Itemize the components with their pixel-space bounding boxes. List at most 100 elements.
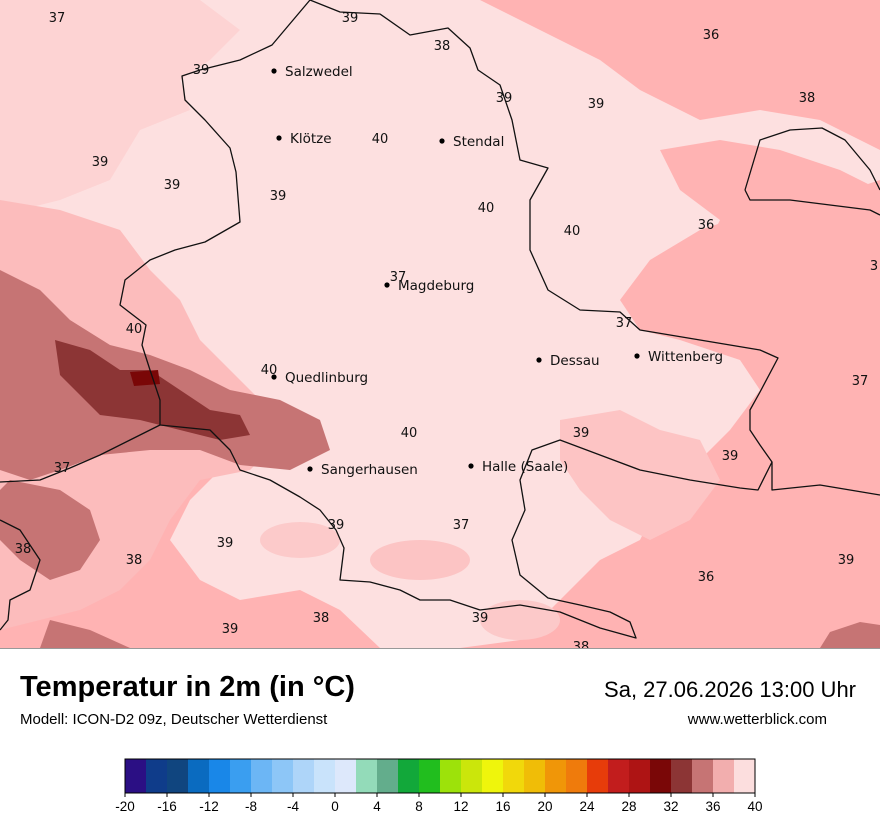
color-legend-cell <box>293 759 315 793</box>
color-legend-cell <box>398 759 420 793</box>
city-marker-icon <box>384 282 390 288</box>
temperature-value-label: 39 <box>270 189 287 204</box>
temperature-value-label: 40 <box>564 224 581 239</box>
temperature-value-label: 40 <box>126 322 143 337</box>
temperature-value-label: 3 <box>870 259 878 274</box>
hot-zone-southwest <box>0 480 100 580</box>
city-marker-icon <box>439 138 445 144</box>
color-legend-cell <box>524 759 546 793</box>
color-legend-cell <box>545 759 567 793</box>
city-label: Halle (Saale) <box>482 459 568 475</box>
forecast-datetime: Sa, 27.06.2026 13:00 Uhr <box>604 677 856 702</box>
temperature-value-label: 38 <box>573 640 590 648</box>
temperature-value-label: 38 <box>799 91 816 106</box>
color-legend-cell <box>461 759 483 793</box>
temperature-value-label: 38 <box>434 39 451 54</box>
map-footer: Temperatur in 2m (in °C) Modell: ICON-D2… <box>0 648 880 831</box>
color-legend-frame <box>124 758 756 794</box>
temperature-value-label: 36 <box>698 570 715 585</box>
city-label: Dessau <box>550 353 600 369</box>
color-legend-cell <box>671 759 693 793</box>
city-label: Klötze <box>290 131 332 147</box>
map-title: Temperatur in 2m (in °C) <box>20 671 355 703</box>
model-info: Modell: ICON-D2 09z, Deutscher Wetterdie… <box>20 711 328 728</box>
temperature-value-label: 39 <box>472 611 489 626</box>
temperature-value-label: 39 <box>722 449 739 464</box>
color-legend-tick-label: -20 <box>115 799 135 814</box>
color-legend-tick-label: -4 <box>287 799 299 814</box>
temperature-value-label: 39 <box>193 63 210 78</box>
city-label: Salzwedel <box>285 64 353 80</box>
color-legend-tick-label: -16 <box>157 799 177 814</box>
color-legend-tick-label: 36 <box>705 799 720 814</box>
temperature-value-label: 38 <box>15 542 32 557</box>
city-marker-icon <box>276 135 282 141</box>
city-marker-icon <box>271 374 277 380</box>
temperature-value-label: 36 <box>703 28 720 43</box>
color-legend-cell <box>272 759 294 793</box>
color-legend-tick-label: -12 <box>199 799 219 814</box>
city-labels: Salzwedel Klötze Stendal Magdeburg Dessau Wit… <box>271 64 723 478</box>
color-legend-cell <box>692 759 714 793</box>
temperature-value-label: 37 <box>852 374 869 389</box>
city-label: Sangerhausen <box>321 462 418 478</box>
light-patch <box>260 522 340 558</box>
color-legend-cell <box>629 759 651 793</box>
state-border-southwest <box>0 519 41 631</box>
city-marker-icon <box>307 466 313 472</box>
color-legend-cell <box>356 759 378 793</box>
temperature-value-label: 40 <box>401 426 418 441</box>
color-legend-cell <box>335 759 357 793</box>
color-legend-tick-label: -8 <box>245 799 257 814</box>
hot-zone-south <box>40 620 130 648</box>
color-legend-cell <box>125 759 147 793</box>
temperature-value-label: 39 <box>496 91 513 106</box>
color-legend-cell <box>167 759 189 793</box>
color-legend-tick-label: 32 <box>663 799 678 814</box>
color-legend-cell <box>566 759 588 793</box>
light-patch <box>480 600 560 640</box>
state-border-brandenburg-east <box>744 189 880 216</box>
hot-zone-harz <box>0 270 330 480</box>
color-legend-cell <box>209 759 231 793</box>
color-legend-tick-label: 4 <box>373 799 381 814</box>
temperature-value-label: 37 <box>616 316 633 331</box>
hot-zone-peak <box>130 370 160 386</box>
temperature-value-label: 39 <box>222 622 239 637</box>
color-legend-tick-label: 28 <box>621 799 636 814</box>
state-border-saxony <box>771 462 880 496</box>
city-marker-icon <box>468 463 474 469</box>
temperature-value-label: 39 <box>588 97 605 112</box>
color-legend-cell <box>251 759 273 793</box>
hot-zone-east-corner <box>820 622 880 648</box>
value-labels: 37 39 38 36 39 39 39 38 40 39 39 39 40 40 36 3 37 37 40 40 3… <box>15 11 878 648</box>
color-legend-tick-label: 0 <box>331 799 339 814</box>
color-legend-tick-label: 8 <box>415 799 423 814</box>
temperature-map: 37 39 38 36 39 39 39 38 40 39 39 39 40 40 36 3 37 37 40 40 3… <box>0 0 880 648</box>
color-legend-cell <box>440 759 462 793</box>
color-legend-tick-label: 40 <box>747 799 762 814</box>
hot-zone-harz-core <box>55 340 250 440</box>
temperature-value-label: 37 <box>390 270 407 285</box>
website-link[interactable]: www.wetterblick.com <box>687 711 827 728</box>
temperature-value-label: 40 <box>478 201 495 216</box>
city-marker-icon <box>536 357 542 363</box>
temperature-value-label: 37 <box>54 461 71 476</box>
temperature-value-label: 38 <box>126 553 143 568</box>
color-legend-cell <box>314 759 336 793</box>
city-label: Stendal <box>453 134 504 150</box>
color-legend-cell <box>650 759 672 793</box>
city-label: Magdeburg <box>398 278 474 294</box>
temperature-value-label: 39 <box>573 426 590 441</box>
temperature-value-label: 39 <box>164 178 181 193</box>
temperature-value-label: 37 <box>453 518 470 533</box>
color-legend-cell <box>608 759 630 793</box>
city-label: Quedlinburg <box>285 370 368 386</box>
temperature-zone-38-northwest <box>0 0 240 210</box>
color-legend-cell <box>482 759 504 793</box>
state-border-thuringia <box>0 424 161 483</box>
color-legend-tick-label: 24 <box>579 799 595 814</box>
color-legend-tick-label: 16 <box>495 799 510 814</box>
color-legend: -20 -16 -12 -8 -4 0 4 8 12 16 20 24 28 32 36 40 <box>115 758 763 814</box>
state-border-brandenburg-north <box>744 127 880 191</box>
